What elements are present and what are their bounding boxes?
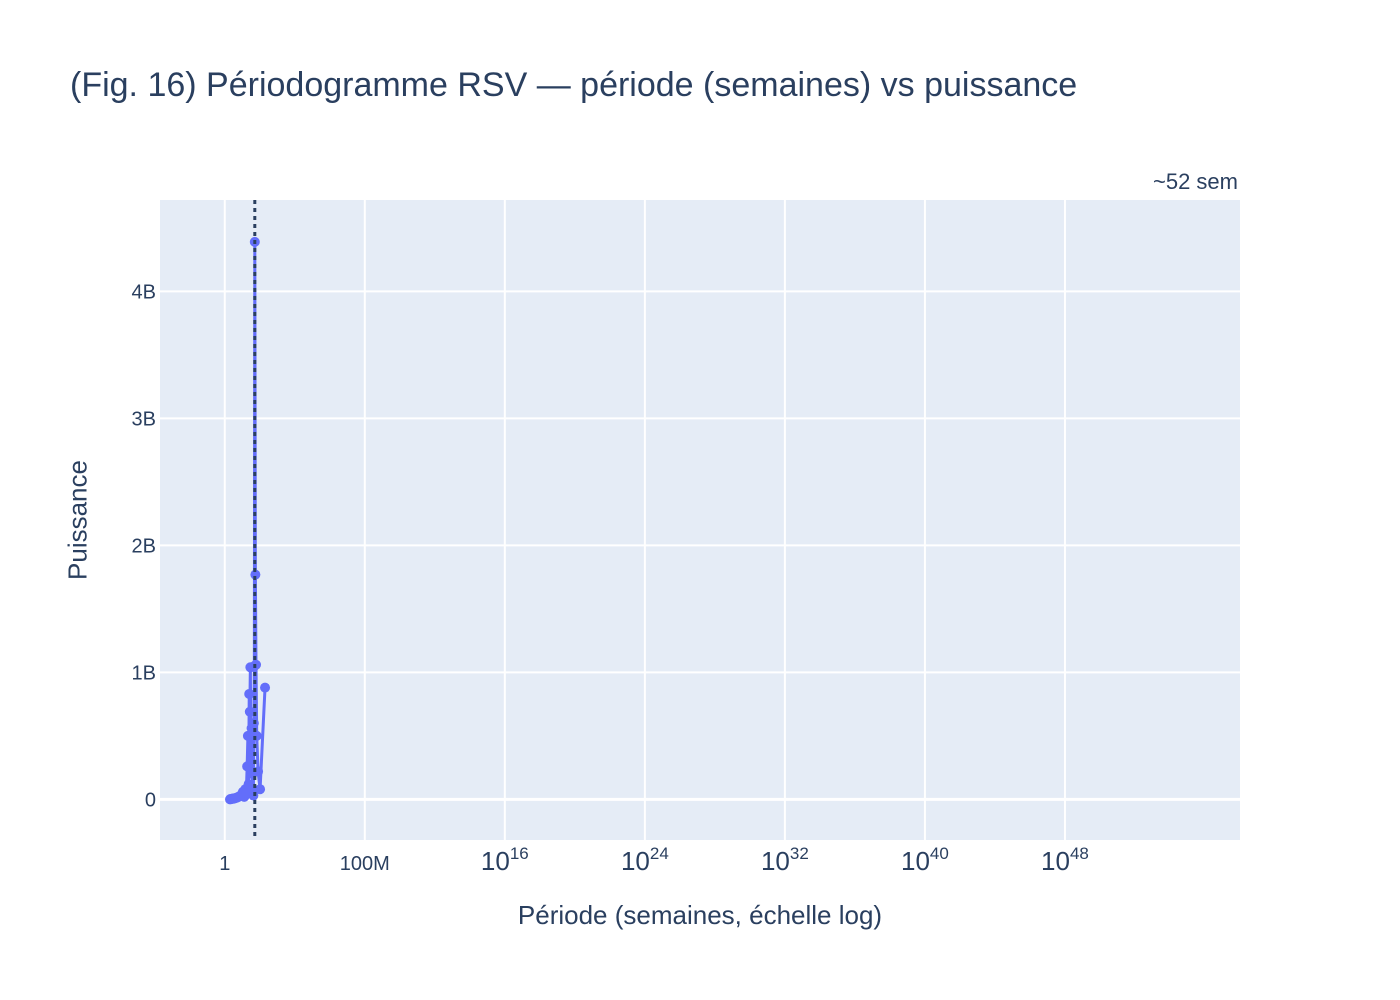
data-point bbox=[260, 682, 271, 693]
x-axis-ticks: 1 100M 1016 1024 1032 1040 1048 bbox=[219, 844, 1089, 876]
x-axis-label: Période (semaines, échelle log) bbox=[517, 900, 883, 930]
data-point bbox=[244, 688, 255, 699]
y-axis-label: Puissance bbox=[62, 460, 93, 580]
x-tick-label: 1 bbox=[219, 853, 230, 875]
data-point bbox=[242, 730, 253, 741]
y-axis-ticks: 0 1B 2B 3B 4B bbox=[132, 281, 156, 811]
x-tick-label: 1048 bbox=[1041, 844, 1089, 876]
y-tick-label: 3B bbox=[132, 408, 156, 430]
x-tick-label: 1032 bbox=[761, 844, 809, 876]
x-tick-label: 100M bbox=[340, 853, 390, 875]
x-tick-label: 1040 bbox=[901, 844, 949, 876]
annotation-layer: ~52 sem bbox=[253, 169, 1238, 840]
chart-title: (Fig. 16) Périodogramme RSV — période (s… bbox=[70, 66, 1078, 104]
y-tick-label: 0 bbox=[145, 789, 156, 811]
x-tick-label: 1024 bbox=[621, 844, 669, 876]
y-tick-label: 4B bbox=[132, 281, 156, 303]
x-tick-label: 1016 bbox=[481, 844, 529, 876]
data-point bbox=[244, 706, 255, 717]
data-point bbox=[250, 569, 261, 580]
y-tick-label: 2B bbox=[132, 535, 156, 557]
annotation-label: ~52 sem bbox=[1153, 169, 1238, 194]
y-tick-label: 1B bbox=[132, 662, 156, 684]
data-point bbox=[255, 784, 266, 795]
data-point bbox=[251, 730, 262, 741]
grid-layer bbox=[160, 200, 1240, 840]
plot-background bbox=[160, 200, 1240, 840]
